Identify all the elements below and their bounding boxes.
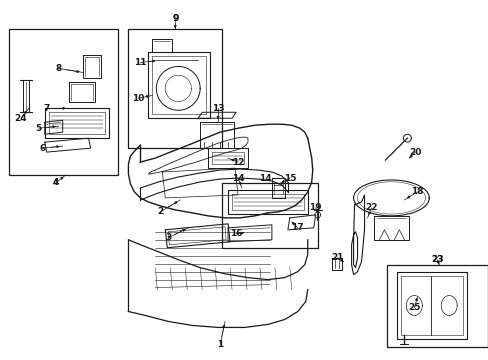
Text: 1: 1	[217, 340, 223, 349]
Text: 5: 5	[36, 124, 42, 133]
Text: 4: 4	[52, 179, 59, 188]
Text: 9: 9	[172, 14, 178, 23]
Text: 14: 14	[258, 174, 271, 183]
Text: 12: 12	[231, 158, 244, 167]
Text: 9: 9	[172, 14, 178, 23]
Bar	[9, 28, 118, 175]
Text: 7: 7	[43, 104, 50, 113]
Text: 13: 13	[211, 104, 224, 113]
Text: 14: 14	[231, 174, 244, 183]
Text: 18: 18	[410, 188, 423, 197]
Text: 3: 3	[165, 233, 171, 242]
Text: 11: 11	[134, 58, 146, 67]
Text: 24: 24	[15, 114, 27, 123]
Bar	[386, 265, 487, 347]
Text: 21: 21	[331, 253, 343, 262]
Text: 17: 17	[291, 223, 304, 232]
Text: 8: 8	[56, 64, 61, 73]
Bar	[222, 183, 317, 248]
Text: 6: 6	[40, 144, 46, 153]
Text: 19: 19	[309, 203, 322, 212]
Text: 20: 20	[408, 148, 421, 157]
Text: 4: 4	[52, 179, 59, 188]
Text: 10: 10	[132, 94, 144, 103]
Text: 25: 25	[407, 303, 420, 312]
Text: 22: 22	[365, 203, 377, 212]
Text: 16: 16	[229, 229, 242, 238]
Bar	[128, 28, 222, 148]
Text: 23: 23	[430, 255, 443, 264]
Text: 23: 23	[430, 255, 443, 264]
Text: 15: 15	[283, 174, 295, 183]
Text: 2: 2	[157, 207, 163, 216]
